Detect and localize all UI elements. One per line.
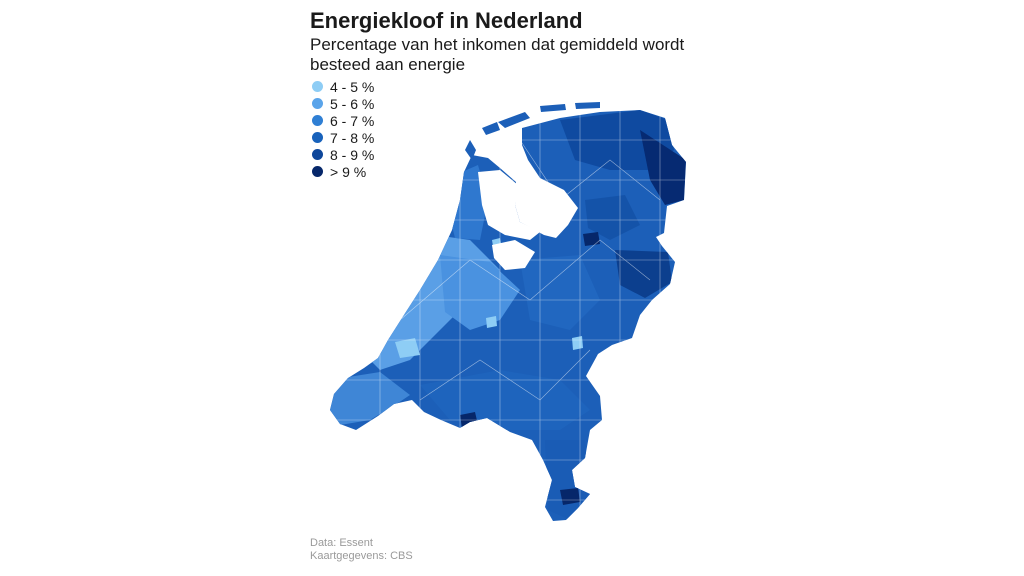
data-source: Data: Essent bbox=[310, 537, 373, 549]
island-vlieland bbox=[482, 122, 500, 135]
region-oost-groningen bbox=[640, 130, 686, 205]
inland-water bbox=[478, 170, 540, 270]
legend-item: 7 - 8 % bbox=[312, 129, 374, 146]
legend-label: 5 - 6 % bbox=[330, 95, 375, 112]
region-limburg bbox=[545, 440, 590, 520]
region-light-spot bbox=[486, 316, 497, 328]
map-title: Energiekloof in Nederland bbox=[310, 8, 583, 33]
island-ameland bbox=[540, 104, 566, 112]
wadden-islands bbox=[465, 102, 600, 160]
legend-swatch-circle-icon bbox=[312, 132, 323, 143]
region-zeeland bbox=[330, 372, 410, 425]
ijsselmeer bbox=[478, 170, 540, 240]
legend-swatch-circle-icon bbox=[312, 115, 323, 126]
legend-swatch-circle-icon bbox=[312, 98, 323, 109]
legend-item: 6 - 7 % bbox=[312, 112, 374, 129]
legend-item: 4 - 5 % bbox=[312, 78, 374, 95]
region-drenthe bbox=[585, 195, 640, 240]
legend-label: 7 - 8 % bbox=[330, 129, 375, 146]
legend-swatch-circle-icon bbox=[312, 166, 323, 177]
legend-item: > 9 % bbox=[312, 163, 374, 180]
footer-credits: Data: Essent Kaartgegevens: CBS bbox=[310, 537, 413, 563]
legend-label: 4 - 5 % bbox=[330, 78, 375, 95]
legend-label: > 9 % bbox=[330, 163, 367, 180]
legend-swatch-circle-icon bbox=[312, 81, 323, 92]
markermeer bbox=[492, 240, 535, 270]
region-dark-spot bbox=[583, 232, 600, 246]
region-light-spot bbox=[572, 336, 583, 350]
island-terschelling bbox=[498, 112, 530, 128]
legend-label: 6 - 7 % bbox=[330, 112, 375, 129]
island-schiermonnikoog bbox=[575, 102, 600, 109]
region-dark-spot bbox=[560, 488, 580, 505]
region-light-spot bbox=[395, 338, 420, 358]
legend-item: 8 - 9 % bbox=[312, 146, 374, 163]
map-source: Kaartgegevens: CBS bbox=[310, 550, 413, 562]
legend-item: 5 - 6 % bbox=[312, 95, 374, 112]
region-twente bbox=[615, 250, 672, 298]
legend-label: 8 - 9 % bbox=[330, 146, 375, 163]
legend-swatch-circle-icon bbox=[312, 149, 323, 160]
netherlands-base-region bbox=[330, 110, 686, 521]
map-subtitle: Percentage van het inkomen dat gemiddeld… bbox=[310, 35, 685, 74]
legend: 4 - 5 % 5 - 6 % 6 - 7 % 7 - 8 % 8 - 9 % … bbox=[312, 78, 374, 180]
island-texel bbox=[465, 140, 476, 160]
